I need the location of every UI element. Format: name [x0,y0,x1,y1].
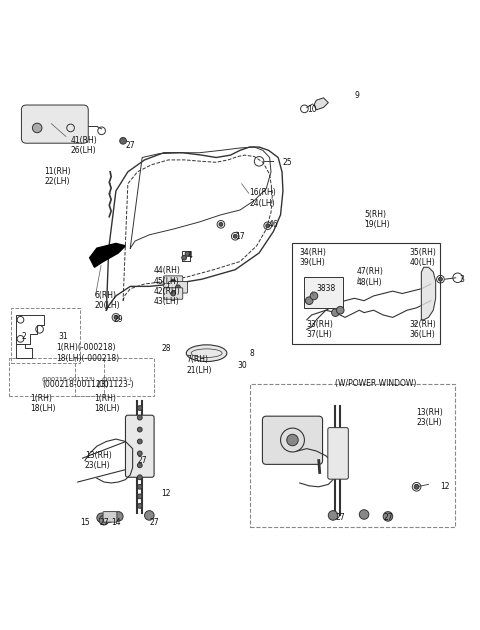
Text: 31: 31 [59,332,68,341]
Text: 12: 12 [161,490,171,498]
Circle shape [287,434,298,446]
Circle shape [137,406,142,410]
Text: 16(RH)
24(LH): 16(RH) 24(LH) [250,188,276,208]
Circle shape [414,484,419,489]
Circle shape [137,439,142,444]
Text: 3: 3 [459,275,464,284]
Circle shape [97,513,107,523]
FancyBboxPatch shape [103,512,117,522]
Circle shape [305,297,313,304]
Polygon shape [314,98,328,110]
Circle shape [137,475,142,479]
Bar [75,358,154,396]
Text: 27: 27 [336,513,345,522]
Text: (001123-): (001123-) [102,377,132,382]
Text: 27: 27 [99,518,109,527]
Circle shape [328,511,338,520]
Text: 17: 17 [235,232,245,241]
Bar [304,277,343,308]
Text: (000218-001123): (000218-001123) [42,380,108,389]
Circle shape [114,512,123,521]
Text: 34(RH)
39(LH): 34(RH) 39(LH) [300,248,326,267]
Circle shape [171,291,176,296]
Circle shape [233,234,237,238]
FancyBboxPatch shape [328,428,348,479]
Circle shape [33,123,42,133]
Text: 30: 30 [238,360,247,370]
Text: 14: 14 [111,518,121,527]
Text: 27: 27 [137,456,147,465]
Text: 1(RH)
18(LH): 1(RH) 18(LH) [30,394,56,413]
Text: 3838: 3838 [316,284,336,293]
Text: 35(RH)
40(LH): 35(RH) 40(LH) [409,248,436,267]
Text: 32(RH)
36(LH): 32(RH) 36(LH) [409,319,436,339]
Text: 4: 4 [188,251,192,260]
Circle shape [336,306,344,314]
Text: 44(RH)
45(LH)
42(RH)
43(LH): 44(RH) 45(LH) 42(RH) 43(LH) [154,266,181,306]
Circle shape [219,222,223,226]
Text: 28: 28 [161,344,171,353]
Text: 27: 27 [149,518,159,527]
FancyBboxPatch shape [125,415,154,478]
FancyBboxPatch shape [164,288,183,299]
Circle shape [137,463,142,467]
Text: 12: 12 [441,483,450,491]
Text: 13(RH)
23(LH): 13(RH) 23(LH) [85,451,112,470]
Circle shape [439,277,443,281]
Text: 10: 10 [307,105,316,114]
Circle shape [144,511,154,520]
Circle shape [176,285,180,290]
Text: (001123-): (001123-) [96,380,133,389]
Circle shape [137,427,142,432]
Text: 1(RH)(-000218)
18(LH)(-000218): 1(RH)(-000218) 18(LH)(-000218) [56,343,120,363]
Text: 5(RH)
19(LH): 5(RH) 19(LH) [364,210,390,229]
Text: 27: 27 [383,513,393,522]
Text: 33(RH)
37(LH): 33(RH) 37(LH) [307,319,334,339]
Text: 6(RH)
20(LH): 6(RH) 20(LH) [95,291,120,311]
Text: 46: 46 [269,220,278,229]
Ellipse shape [186,345,227,362]
Text: 29: 29 [114,315,123,324]
Circle shape [360,510,369,519]
Text: 41(RH)
26(LH): 41(RH) 26(LH) [71,136,97,155]
Circle shape [266,224,270,227]
Circle shape [120,137,126,144]
Bar [11,308,80,363]
Text: 11(RH)
22(LH): 11(RH) 22(LH) [44,167,71,186]
Text: 8: 8 [250,348,254,358]
Circle shape [104,513,114,523]
Text: (W/POWER WINDOW): (W/POWER WINDOW) [336,379,417,387]
Circle shape [137,503,142,508]
FancyBboxPatch shape [263,416,323,464]
Text: 15: 15 [80,518,90,527]
Polygon shape [90,243,125,267]
Text: 47(RH)
48(LH): 47(RH) 48(LH) [357,267,384,287]
Circle shape [171,279,176,284]
Circle shape [99,515,109,525]
Circle shape [114,316,118,319]
Circle shape [310,292,318,300]
Bar [292,243,441,343]
Circle shape [182,255,187,260]
Text: 1(RH)
18(LH): 1(RH) 18(LH) [95,394,120,413]
Circle shape [332,309,339,316]
FancyBboxPatch shape [168,282,188,293]
Circle shape [137,451,142,455]
FancyBboxPatch shape [22,105,88,143]
Text: 27: 27 [125,141,135,150]
Text: 2: 2 [22,332,26,341]
Text: (000218-001123): (000218-001123) [42,377,96,382]
Circle shape [137,484,142,489]
FancyBboxPatch shape [164,276,183,287]
Text: 25: 25 [283,158,293,167]
Polygon shape [421,267,436,320]
Circle shape [137,415,142,420]
Text: 7(RH)
21(LH): 7(RH) 21(LH) [187,355,212,375]
Text: 9: 9 [355,91,360,100]
Circle shape [383,512,393,521]
Bar [9,358,104,396]
Circle shape [137,494,142,499]
Circle shape [185,251,190,256]
Text: 13(RH)
23(LH): 13(RH) 23(LH) [417,408,444,427]
Bar [250,384,455,527]
